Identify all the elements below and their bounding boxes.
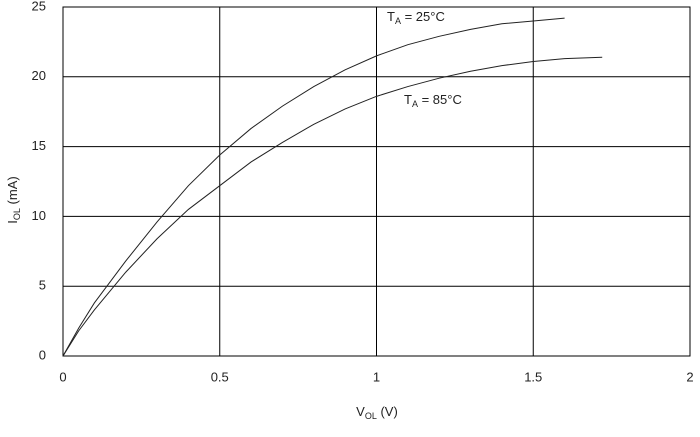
y-tick-label: 10: [32, 208, 46, 223]
y-tick-label: 20: [32, 68, 46, 83]
y-label-sub: OL: [12, 208, 22, 220]
x-label-unit: (V): [377, 404, 398, 419]
x-tick-label: 0.5: [211, 369, 229, 384]
x-tick-label: 1: [373, 369, 380, 384]
x-axis-label: VOL (V): [356, 404, 398, 421]
x-tick-label: 1.5: [524, 369, 542, 384]
series-label: TA = 85°C: [404, 92, 462, 109]
y-tick-label: 5: [39, 278, 46, 293]
series-label-main: T: [404, 92, 412, 107]
y-tick-label: 0: [39, 347, 46, 362]
y-label-unit: (mA): [5, 176, 20, 208]
y-tick-label: 15: [32, 138, 46, 153]
series-line: [62, 17, 565, 357]
series-label-rest: = 85°C: [418, 92, 462, 107]
series-label: TA = 25°C: [387, 9, 445, 26]
series-label-rest: = 25°C: [401, 9, 445, 24]
x-tick-label: 2: [686, 369, 693, 384]
series-line: [62, 56, 603, 357]
series-label-main: T: [387, 9, 395, 24]
x-label-main: V: [356, 404, 365, 419]
y-tick-label: 25: [32, 0, 46, 13]
x-label-sub: OL: [365, 411, 377, 421]
y-label-main: I: [5, 220, 20, 224]
series-label-sub: A: [412, 99, 418, 109]
y-axis-label: IOL (mA): [5, 176, 22, 223]
series-label-sub: A: [395, 16, 401, 26]
x-tick-label: 0: [59, 369, 66, 384]
